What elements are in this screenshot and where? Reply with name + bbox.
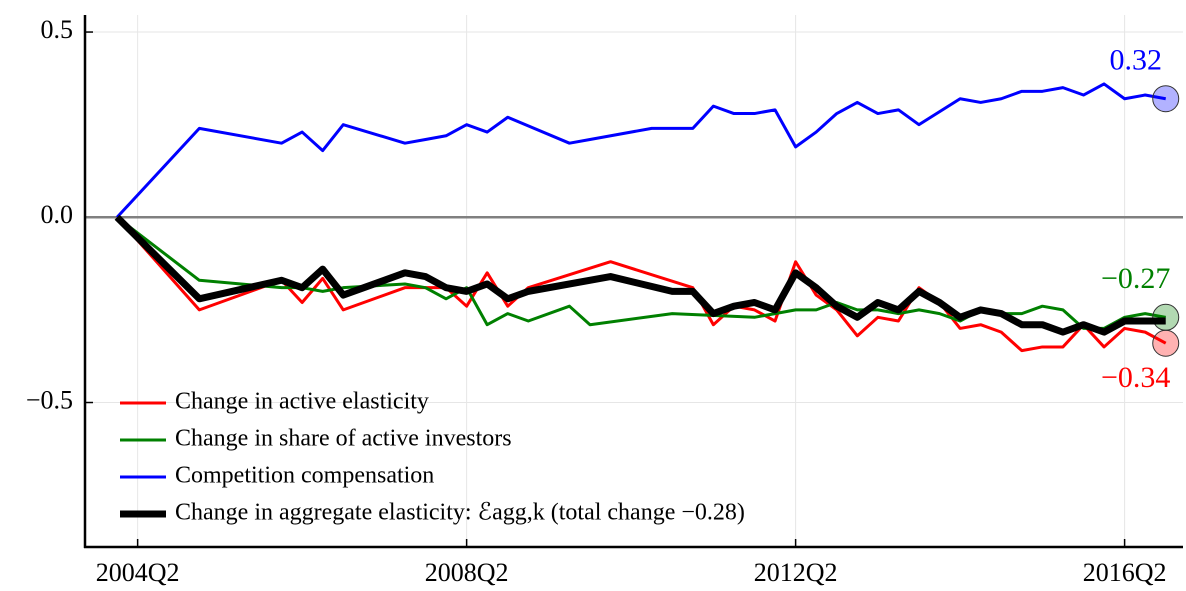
y-tick-label: 0.5 bbox=[41, 15, 74, 44]
end-label: −0.34 bbox=[1101, 361, 1170, 394]
x-tick-label: 2016Q2 bbox=[1083, 558, 1167, 587]
legend-label: Competition compensation bbox=[175, 463, 434, 489]
x-tick-label: 2004Q2 bbox=[96, 558, 180, 587]
end-marker bbox=[1152, 303, 1180, 331]
legend-label: Change in share of active investors bbox=[175, 426, 512, 452]
end-marker bbox=[1152, 329, 1180, 357]
end-label: 0.32 bbox=[1109, 44, 1162, 77]
series-line bbox=[115, 216, 1167, 353]
series-line bbox=[116, 216, 1166, 330]
y-tick-label: −0.5 bbox=[26, 385, 73, 414]
series-line bbox=[114, 214, 1166, 336]
legend-label: Change in aggregate elasticity: ℰagg,k (… bbox=[175, 500, 745, 526]
end-label: −0.27 bbox=[1101, 262, 1170, 295]
x-tick-label: 2012Q2 bbox=[754, 558, 838, 587]
legend-label: Change in active elasticity bbox=[175, 389, 429, 415]
x-tick-label: 2008Q2 bbox=[425, 558, 509, 587]
end-marker bbox=[1152, 85, 1180, 113]
series-line bbox=[115, 82, 1166, 219]
y-tick-label: 0.0 bbox=[41, 200, 74, 229]
